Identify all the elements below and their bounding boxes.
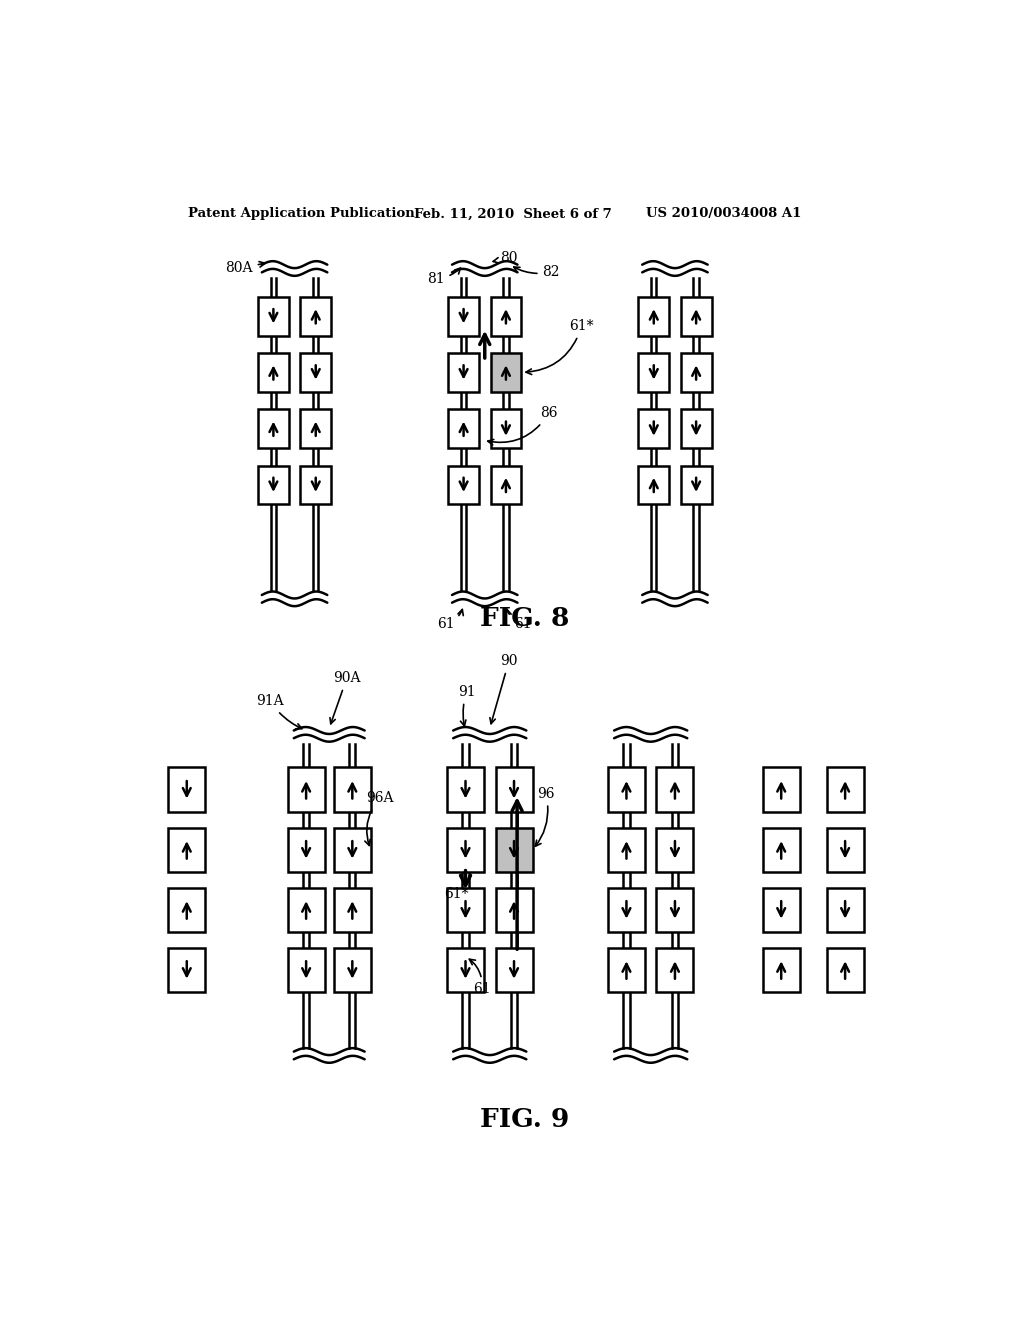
Text: 61: 61 xyxy=(436,610,463,631)
Text: 82: 82 xyxy=(514,265,560,280)
Bar xyxy=(638,297,669,335)
Bar xyxy=(826,828,863,873)
Bar xyxy=(608,887,645,932)
Text: 61*: 61* xyxy=(444,887,468,902)
Bar xyxy=(681,466,712,504)
Bar xyxy=(490,466,521,504)
Bar xyxy=(826,948,863,993)
Bar xyxy=(168,887,205,932)
Bar xyxy=(447,828,484,873)
Bar xyxy=(300,354,331,392)
Bar xyxy=(763,948,800,993)
Text: 90A: 90A xyxy=(330,671,360,723)
Bar xyxy=(288,887,325,932)
Bar xyxy=(763,887,800,932)
Text: FIG. 8: FIG. 8 xyxy=(480,606,569,631)
Bar xyxy=(258,297,289,335)
Bar xyxy=(490,354,521,392)
Text: 61: 61 xyxy=(469,960,490,997)
Bar xyxy=(288,828,325,873)
Bar xyxy=(656,948,693,993)
Bar xyxy=(490,409,521,447)
Bar xyxy=(608,828,645,873)
Bar xyxy=(334,767,371,812)
Text: 81: 81 xyxy=(427,268,461,286)
Text: US 2010/0034008 A1: US 2010/0034008 A1 xyxy=(646,207,802,220)
Text: 91: 91 xyxy=(458,685,475,726)
Bar xyxy=(656,887,693,932)
Bar xyxy=(496,828,532,873)
Bar xyxy=(300,297,331,335)
Bar xyxy=(168,948,205,993)
Bar xyxy=(258,354,289,392)
Text: 86: 86 xyxy=(487,407,558,445)
Bar xyxy=(656,767,693,812)
Text: 90: 90 xyxy=(489,655,518,723)
Bar xyxy=(656,828,693,873)
Text: 61*: 61* xyxy=(526,319,594,375)
Text: 96: 96 xyxy=(536,787,555,846)
Bar xyxy=(449,354,479,392)
Bar xyxy=(763,828,800,873)
Bar xyxy=(681,354,712,392)
Text: Patent Application Publication: Patent Application Publication xyxy=(188,207,415,220)
Text: FIG. 9: FIG. 9 xyxy=(480,1107,569,1131)
Bar xyxy=(763,767,800,812)
Bar xyxy=(447,948,484,993)
Bar xyxy=(168,828,205,873)
Bar xyxy=(449,466,479,504)
Bar xyxy=(449,409,479,447)
Bar xyxy=(826,767,863,812)
Bar xyxy=(334,828,371,873)
Bar xyxy=(168,767,205,812)
Bar xyxy=(447,887,484,932)
Bar xyxy=(496,887,532,932)
Text: 91A: 91A xyxy=(256,694,302,729)
Bar xyxy=(490,297,521,335)
Bar xyxy=(447,767,484,812)
Bar xyxy=(638,409,669,447)
Bar xyxy=(449,297,479,335)
Bar xyxy=(300,409,331,447)
Text: 80: 80 xyxy=(494,251,518,265)
Bar xyxy=(681,409,712,447)
Bar xyxy=(334,948,371,993)
Bar xyxy=(496,948,532,993)
Bar xyxy=(288,948,325,993)
Bar xyxy=(300,466,331,504)
Text: 96A: 96A xyxy=(365,791,393,846)
Bar xyxy=(681,297,712,335)
Bar xyxy=(826,887,863,932)
Bar xyxy=(334,887,371,932)
Text: 80A: 80A xyxy=(225,261,265,276)
Bar xyxy=(638,466,669,504)
Bar xyxy=(496,767,532,812)
Bar xyxy=(258,466,289,504)
Bar xyxy=(288,767,325,812)
Bar xyxy=(608,948,645,993)
Bar xyxy=(638,354,669,392)
Bar xyxy=(258,409,289,447)
Bar xyxy=(608,767,645,812)
Text: 61: 61 xyxy=(506,610,531,631)
Text: Feb. 11, 2010  Sheet 6 of 7: Feb. 11, 2010 Sheet 6 of 7 xyxy=(414,207,611,220)
